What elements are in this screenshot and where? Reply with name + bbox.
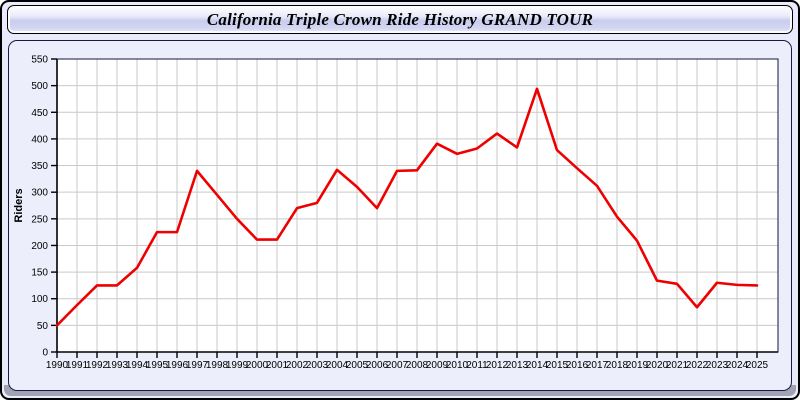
y-tick-label: 200 [31, 241, 48, 252]
x-tick-label: 2025 [746, 360, 769, 371]
y-tick-label: 400 [31, 134, 48, 145]
x-tick-label: 1991 [66, 360, 89, 371]
x-tick-label: 2001 [266, 360, 289, 371]
x-tick-label: 1994 [126, 360, 149, 371]
y-tick-label: 550 [31, 55, 48, 66]
x-tick-label: 2024 [726, 360, 749, 371]
x-tick-label: 1999 [226, 360, 249, 371]
x-tick-label: 2020 [646, 360, 669, 371]
title-banner: California Triple Crown Ride History GRA… [7, 5, 793, 34]
x-tick-label: 2003 [306, 360, 329, 371]
x-tick-label: 2015 [546, 360, 569, 371]
y-tick-label: 150 [31, 268, 48, 279]
x-tick-label: 2004 [326, 360, 349, 371]
x-tick-label: 1996 [166, 360, 189, 371]
x-tick-label: 2021 [666, 360, 689, 371]
x-tick-label: 2011 [466, 360, 488, 371]
x-tick-label: 1995 [146, 360, 169, 371]
x-tick-label: 1992 [86, 360, 109, 371]
x-tick-label: 2010 [446, 360, 469, 371]
y-axis-title: Riders [13, 188, 25, 222]
x-tick-label: 2019 [626, 360, 649, 371]
x-tick-label: 2013 [506, 360, 529, 371]
x-tick-label: 2002 [286, 360, 309, 371]
x-tick-label: 2008 [406, 360, 429, 371]
x-tick-label: 2012 [486, 360, 509, 371]
y-tick-label: 450 [31, 108, 48, 119]
x-tick-label: 2006 [366, 360, 389, 371]
x-tick-label: 1993 [106, 360, 129, 371]
x-tick-label: 2007 [386, 360, 409, 371]
ride-history-line [55, 87, 759, 327]
x-tick-label: 2022 [686, 360, 709, 371]
y-tick-label: 50 [37, 321, 49, 332]
x-tick-label: 1990 [46, 360, 69, 371]
x-tick-label: 2009 [426, 360, 449, 371]
x-tick-label: 2000 [246, 360, 269, 371]
x-tick-label: 2017 [586, 360, 609, 371]
y-tick-label: 500 [31, 81, 48, 92]
page-title: California Triple Crown Ride History GRA… [206, 9, 594, 29]
x-tick-label: 2018 [606, 360, 629, 371]
x-tick-label: 2014 [526, 360, 549, 371]
x-tick-label: 1998 [206, 360, 229, 371]
x-tick-label: 2023 [706, 360, 729, 371]
y-tick-label: 0 [42, 348, 48, 359]
y-tick-label: 300 [31, 188, 48, 199]
y-tick-label: 350 [31, 161, 48, 172]
x-tick-label: 2016 [566, 360, 589, 371]
y-tick-label: 250 [31, 214, 48, 225]
y-tick-label: 100 [31, 294, 48, 305]
x-tick-label: 2005 [346, 360, 369, 371]
x-tick-label: 1997 [186, 360, 209, 371]
